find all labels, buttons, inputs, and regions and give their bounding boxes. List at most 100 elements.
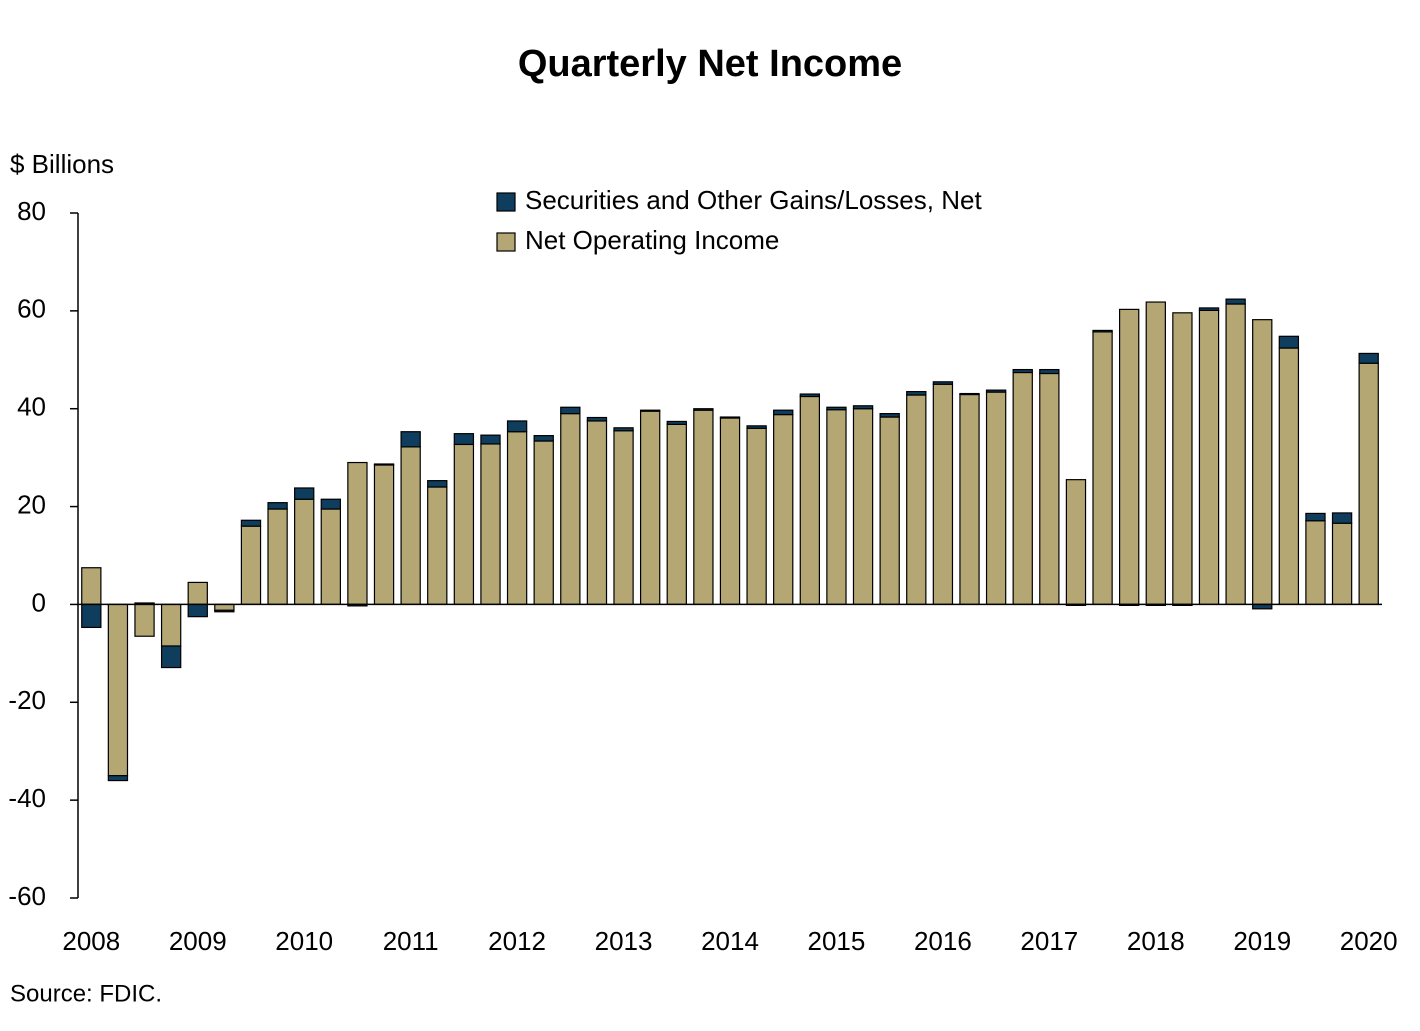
bar-segment [427, 486, 448, 606]
bar-segment [1092, 331, 1113, 606]
bar-segment [1252, 319, 1273, 606]
bar-segment [746, 427, 767, 606]
y-tick-label: -20 [8, 685, 46, 715]
bar-segment [1358, 352, 1379, 364]
bar-segment [160, 645, 182, 669]
bar-segment [533, 440, 554, 606]
bar-segment [1039, 372, 1060, 606]
bar-segment [214, 603, 235, 611]
bar-segment [1092, 329, 1113, 333]
bar-segment [1039, 368, 1060, 375]
bar-segment [373, 464, 395, 606]
bar-segment [1198, 307, 1220, 311]
bar-segment [666, 423, 687, 606]
bar-segment [586, 420, 608, 606]
bar-segment [719, 416, 741, 419]
bar-segment [107, 775, 129, 782]
x-tick-label: 2013 [595, 926, 653, 956]
bar-segment [480, 434, 501, 445]
bar-segment [639, 409, 661, 412]
bar-segment [1278, 335, 1300, 349]
bar-segment [187, 581, 208, 606]
bar-segment [826, 409, 847, 606]
bar-segment [427, 480, 448, 488]
bar-segment [267, 508, 288, 606]
bar-segment [373, 463, 395, 466]
bar-segment [639, 410, 661, 606]
bar-segment [693, 408, 714, 411]
bar-segment [347, 461, 368, 606]
bar-segment [294, 487, 315, 500]
y-tick-label: 60 [17, 294, 46, 324]
bar-segment [1305, 512, 1326, 522]
bar-segment [852, 408, 874, 606]
y-tick-label: 0 [32, 587, 46, 617]
bar-segment [879, 413, 900, 418]
bar-segment [453, 443, 475, 606]
source-note: Source: FDIC. [10, 980, 162, 1007]
bar-segment [1012, 368, 1033, 374]
bar-segment [320, 508, 341, 606]
bar-segment [693, 409, 714, 606]
bar-segment [320, 498, 341, 510]
bar-segment [959, 392, 980, 396]
bar-segment [932, 383, 954, 606]
bar-segment [959, 393, 980, 606]
bar-segment [613, 430, 634, 606]
bar-segment [506, 420, 528, 433]
bar-segment [1119, 308, 1140, 606]
y-axis-title: $ Billions [10, 149, 114, 179]
bar-segment [560, 406, 581, 415]
bar-segment [1278, 347, 1300, 606]
bar-segment [107, 603, 129, 777]
bar-segment [81, 567, 102, 606]
bar-segment [1225, 303, 1246, 606]
bar-segment [1225, 298, 1246, 305]
y-tick-label: -40 [8, 783, 46, 813]
bar-segment [294, 498, 315, 606]
bar-segment [81, 603, 102, 629]
x-tick-label: 2019 [1233, 926, 1291, 956]
y-tick-label: 40 [17, 392, 46, 422]
bar-segment [160, 603, 182, 647]
bar-segment [214, 609, 235, 613]
x-tick-label: 2010 [275, 926, 333, 956]
x-tick-label: 2015 [808, 926, 866, 956]
bar-segment [906, 394, 927, 606]
x-tick-label: 2012 [488, 926, 546, 956]
x-tick-label: 2011 [383, 926, 439, 956]
bar-segment [1172, 312, 1193, 606]
x-tick-label: 2020 [1340, 926, 1398, 956]
x-tick-label: 2016 [914, 926, 972, 956]
bar-segment [879, 416, 900, 606]
bar-segment [1331, 512, 1353, 524]
bar-segment [906, 390, 927, 396]
bar-segment [985, 389, 1007, 393]
bar-segment [746, 425, 767, 429]
bar-segment [799, 395, 821, 606]
bar-segment [560, 413, 581, 606]
bar-segment [267, 502, 288, 510]
legend-label: Securities and Other Gains/Losses, Net [525, 185, 982, 215]
bar-segment [240, 519, 262, 527]
legend-swatch [496, 232, 516, 252]
x-tick-label: 2017 [1020, 926, 1078, 956]
bar-segment [1358, 362, 1379, 606]
x-tick-label: 2018 [1127, 926, 1185, 956]
bar-segment [1012, 371, 1033, 606]
bar-segment [586, 416, 608, 422]
y-tick-label: 80 [17, 196, 46, 226]
legend-label: Net Operating Income [525, 225, 779, 255]
bar-segment [1065, 479, 1087, 606]
bar-segment [799, 393, 821, 398]
bar-segment [666, 420, 687, 425]
bar-segment [773, 413, 794, 606]
bar-segment [506, 431, 528, 606]
y-tick-label: -60 [8, 881, 46, 911]
bar-segment [773, 409, 794, 416]
bar-segment [480, 443, 501, 606]
x-tick-label: 2009 [169, 926, 227, 956]
bar-segment [1305, 520, 1326, 606]
legend-swatch [496, 192, 516, 212]
